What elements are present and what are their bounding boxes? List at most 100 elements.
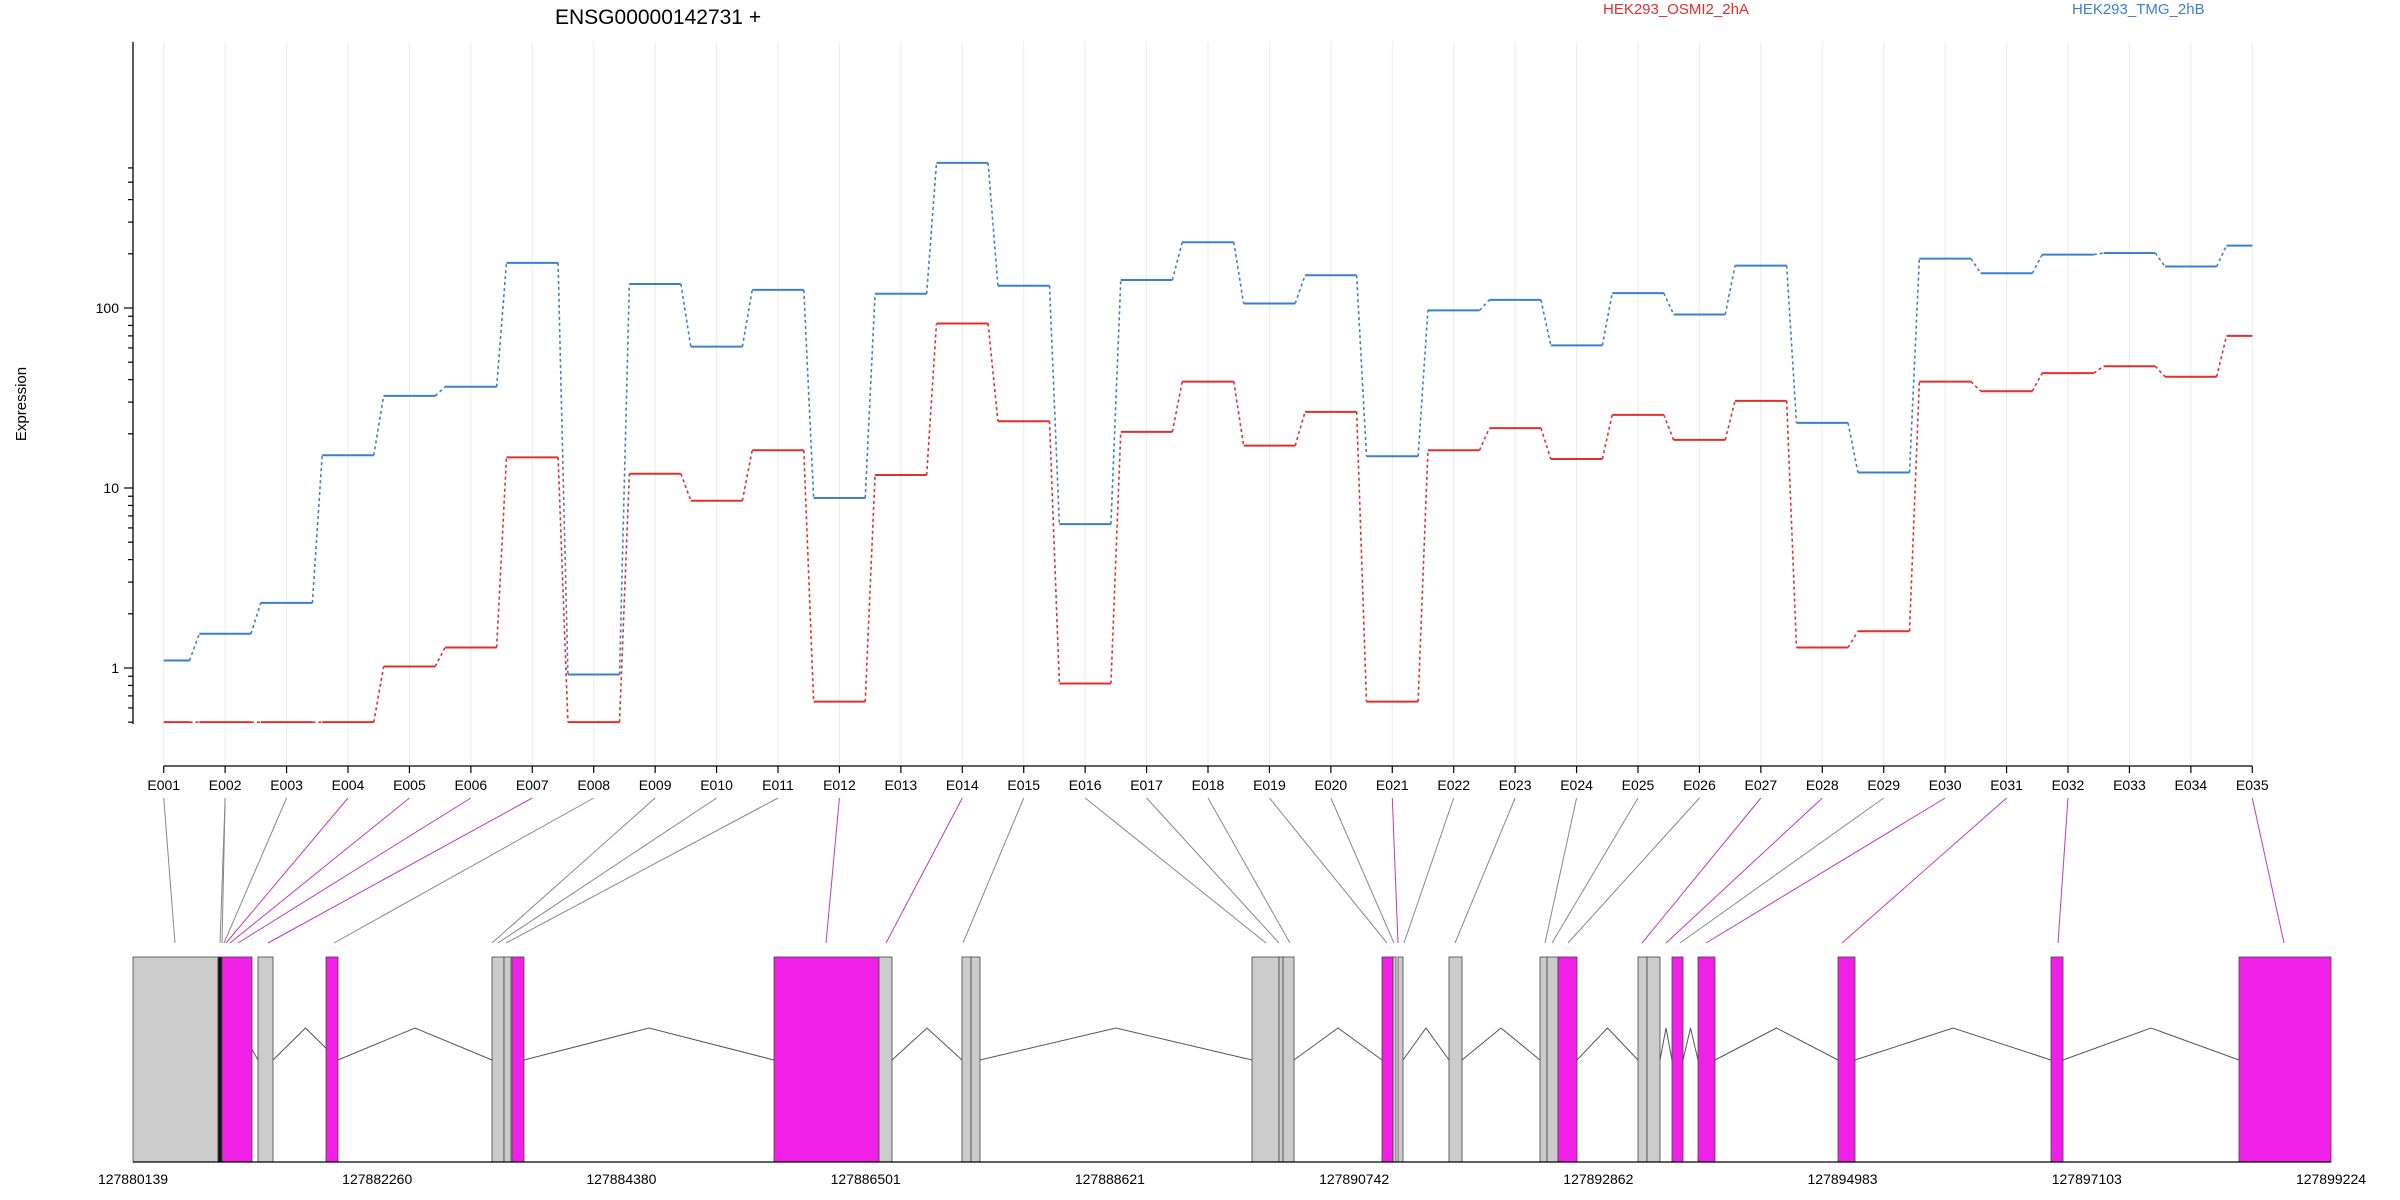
gene-model: [132, 956, 2332, 1163]
series-1-connector: [987, 323, 999, 422]
exon-block: [1546, 956, 1559, 1163]
x-tick-label: E014: [946, 777, 979, 793]
x-tick-label: E012: [823, 777, 856, 793]
x-tick-label: E010: [700, 777, 733, 793]
series-1-connector: [1970, 381, 1982, 392]
highlighted-exon: [1557, 956, 1578, 1163]
series-1-connector: [803, 450, 815, 702]
exon-link: [825, 797, 840, 944]
x-tick-label: E016: [1069, 777, 1102, 793]
x-tick-label: E023: [1499, 777, 1532, 793]
intron-line: [1461, 1027, 1541, 1061]
exon-link: [1551, 797, 1639, 944]
exon-link: [2057, 797, 2069, 944]
exon-link: [885, 797, 963, 944]
series-1-connector: [434, 647, 446, 667]
exon-link: [1330, 797, 1395, 944]
series-2-connector: [1294, 275, 1306, 304]
coordinate-label: 127886501: [831, 1171, 901, 1187]
x-tick-label: E007: [516, 777, 549, 793]
exon-block: [1646, 956, 1661, 1163]
x-axis: E001 E002 E003 E004 E005 E006 E007 E008 E009 E010…: [147, 765, 2269, 793]
exon-block: [491, 956, 505, 1163]
coordinate-label: 127888621: [1075, 1171, 1145, 1187]
y-tick-label: 100: [96, 300, 120, 316]
x-tick-label: E029: [1867, 777, 1900, 793]
coordinate-label: 127897103: [2052, 1171, 2122, 1187]
highlighted-exon: [1381, 956, 1394, 1163]
series-1-connector: [557, 457, 569, 723]
exon-link: [505, 797, 779, 944]
series-2-connector: [618, 283, 631, 675]
highlighted-exon: [1697, 956, 1716, 1163]
series-2-connector: [1908, 258, 1921, 473]
series-2-connector: [803, 289, 815, 499]
y-tick-label: 10: [103, 480, 119, 496]
x-tick-label: E003: [270, 777, 303, 793]
y-axis: 1 10 100: [96, 42, 134, 725]
series-2-connector: [1601, 292, 1613, 346]
intron-line: [2062, 1027, 2240, 1061]
x-tick-label: E004: [332, 777, 365, 793]
intron-line: [891, 1027, 963, 1061]
series-1-connector: [1355, 411, 1368, 702]
exon-link: [962, 797, 1025, 944]
series-2-connector: [434, 386, 446, 397]
coordinate-label: 127880139: [98, 1171, 168, 1187]
series-2-connector: [1233, 242, 1245, 304]
series-1-connector: [1294, 411, 1306, 446]
series-1-connector: [1171, 381, 1183, 433]
series-1-connector: [741, 450, 753, 501]
series-1-connector: [1847, 630, 1859, 648]
series-1-connector: [680, 473, 692, 501]
x-tick-label: E035: [2236, 777, 2269, 793]
series-2-connector: [987, 162, 999, 286]
series-1-connector: [373, 666, 385, 723]
exon-block: [970, 956, 981, 1163]
x-tick-label: E034: [2175, 777, 2208, 793]
series-2-connector: [741, 289, 753, 347]
series-2-connector: [1171, 242, 1183, 281]
series-2-connector: [1540, 299, 1552, 346]
exon-link: [1146, 797, 1280, 944]
chart-title: ENSG00000142731 +: [555, 6, 761, 29]
exon-link: [497, 797, 717, 944]
intron-line: [1576, 1027, 1639, 1061]
exon-connector-lines: [163, 797, 2285, 944]
series-1-connector: [2031, 372, 2043, 392]
exon-link: [491, 797, 656, 944]
series-1-connector: [925, 323, 938, 476]
exon-block: [257, 956, 274, 1163]
series-1-connector: [1233, 381, 1245, 446]
exon-link: [1665, 797, 1823, 944]
highlighted-exon: [2050, 956, 2064, 1163]
x-tick-label: E002: [209, 777, 242, 793]
series-1: [163, 322, 2253, 724]
x-tick-label: E008: [577, 777, 610, 793]
intron-line: [1854, 1027, 2052, 1061]
series-1-connector: [2215, 335, 2228, 377]
vertical-gridlines: [163, 42, 2253, 766]
series-2-connector: [1663, 292, 1675, 315]
x-tick-label: E030: [1929, 777, 1962, 793]
series-1-connector: [2093, 365, 2105, 374]
series-1-connector: [1048, 421, 1061, 684]
x-tick-label: E005: [393, 777, 426, 793]
exon-link: [1641, 797, 1762, 944]
exon-block: [217, 956, 223, 1163]
exon-link: [1084, 797, 1267, 944]
x-tick-label: E022: [1437, 777, 1470, 793]
series-1-connector: [2154, 365, 2166, 378]
y-axis-label: Expression: [13, 367, 30, 441]
series-2-connector: [557, 262, 569, 675]
series-1-connector: [1478, 427, 1491, 451]
exon-block: [878, 956, 893, 1163]
series-2-connector: [2031, 254, 2043, 274]
coordinate-label: 127882260: [342, 1171, 412, 1187]
exon-link: [1544, 797, 1578, 944]
intron-line: [1293, 1027, 1383, 1061]
series-2-connector: [373, 395, 385, 456]
legend-series-1: HEK293_OSMI2_2hA: [1603, 1, 1749, 18]
series-lines: [163, 161, 2253, 724]
x-tick-label: E015: [1007, 777, 1040, 793]
